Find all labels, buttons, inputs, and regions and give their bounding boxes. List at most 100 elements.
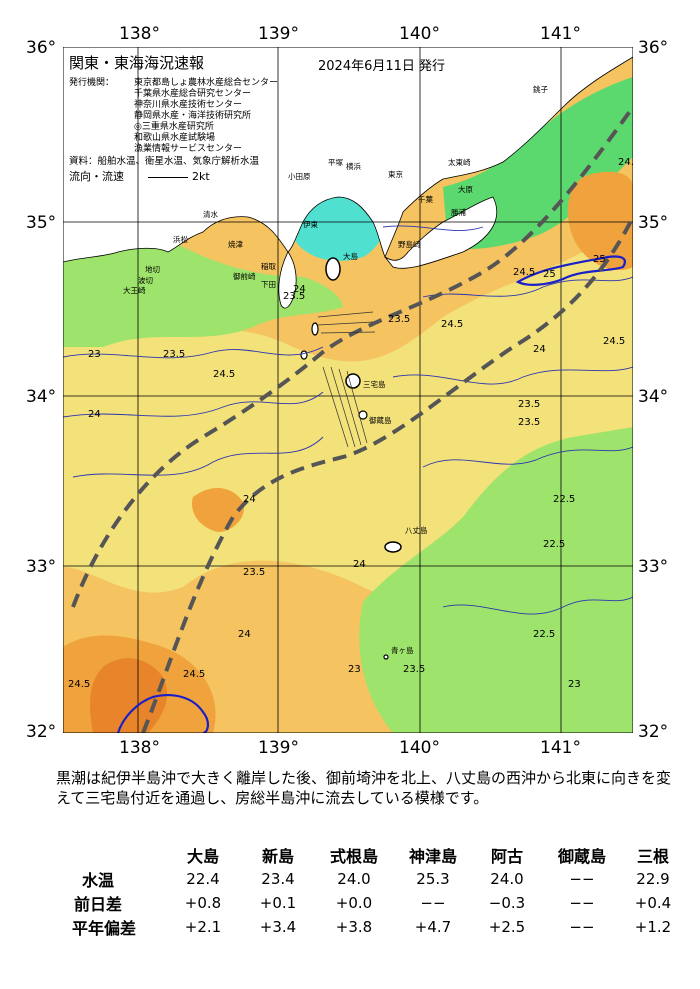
agencies-label: 発行機関： (69, 78, 115, 88)
flow-legend-arrow (148, 177, 188, 178)
place-name: 東京 (388, 169, 403, 179)
island-oshima (325, 257, 341, 281)
land-boso (384, 196, 498, 269)
table-cell: −− (569, 894, 595, 912)
place-name: 波切 (138, 275, 153, 285)
table-corner (72, 843, 164, 867)
contour-label: 22.5 (553, 494, 575, 505)
isotherms (63, 225, 633, 615)
place-name: 焼津 (228, 240, 243, 249)
contour-label: 22.5 (543, 539, 565, 550)
row-label: 平年偏差 (72, 919, 137, 938)
table-cell: 24.0 (337, 870, 371, 888)
table-cell: +0.8 (184, 894, 222, 912)
place-name: 銚子 (533, 84, 548, 94)
table-cell: 23.4 (261, 870, 295, 888)
contour-label: 24 (243, 494, 256, 505)
table-cell: +3.4 (259, 918, 297, 936)
contour-label: 23 (568, 679, 581, 690)
contour-label: 23.5 (388, 314, 410, 325)
contour-label: 24 (533, 344, 546, 355)
place-name: 大原 (458, 184, 473, 194)
table-cell: +0.1 (259, 894, 297, 912)
place-name: 大島 (343, 251, 358, 261)
table-cell: +1.2 (634, 918, 672, 936)
map-title: 関東・東海海況速報 (69, 54, 205, 72)
table-cell: +4.7 (414, 918, 452, 936)
place-name: 大王崎 (123, 285, 146, 295)
lon-label-top-141: 141° (540, 24, 581, 44)
col-header: 阿古 (490, 847, 523, 866)
contour-label: 23.5 (518, 399, 540, 410)
contour-label: 24 (353, 559, 366, 570)
contour-25-east (515, 255, 626, 286)
place-name: 稲取 (261, 261, 276, 271)
agency-7: 漁業情報サービスセンター (134, 144, 243, 154)
agency-6: 和歌山県水産試験場 (134, 133, 216, 143)
table-cell: +2.5 (488, 918, 526, 936)
lon-label-bottom-139: 139° (258, 738, 299, 758)
place-name: 御前崎 (233, 271, 256, 281)
contour-labels: 23.5 24 23.5 24.5 24 24.5 25 25 24.5 24.… (68, 157, 633, 690)
contour-label: 23 (348, 664, 361, 675)
kuroshio-axis (71, 105, 633, 733)
col-header: 式根島 (329, 847, 378, 866)
col-header: 三根 (636, 847, 669, 866)
table-cell: −− (569, 870, 595, 888)
table-cell: −− (569, 918, 595, 936)
contour-label: 23.5 (403, 664, 425, 675)
place-name: 浜松 (173, 234, 188, 244)
sea-southeast-green (359, 427, 633, 733)
place-name: 勝浦 (451, 207, 466, 217)
lat-label-left-36: 36° (26, 38, 57, 58)
lat-label-left-32: 32° (26, 722, 57, 742)
flow-arrows (317, 311, 376, 448)
island-hachijojima (384, 541, 402, 553)
sea-northwest-green (63, 226, 343, 347)
summary-text: 黒潮は紀伊半島沖で大きく離岸した後、御前埼沖を北上、八丈島の西沖から北東に向きを… (56, 769, 672, 807)
place-name: 横浜 (346, 161, 361, 171)
data-sources: 資料：船舶水温、衛星水温、気象庁解析水温 (69, 156, 260, 167)
table-cell: 24.0 (490, 870, 524, 888)
lat-label-right-34: 34° (638, 387, 669, 407)
place-name: 地切 (145, 264, 160, 274)
place-name: 下田 (261, 280, 276, 289)
contour-label: 23.5 (243, 567, 265, 578)
island-niijima (311, 322, 319, 336)
table-row: 水温 22.4 23.4 24.0 25.3 24.0 −− 22.9 (72, 867, 684, 891)
lat-label-right-36: 36° (638, 38, 669, 58)
place-name: 太東崎 (448, 157, 471, 167)
sea-temperature-map: 23.5 24 23.5 24.5 24 24.5 25 25 24.5 24.… (63, 47, 633, 733)
lat-label-left-33: 33° (26, 557, 57, 577)
island-kozushima (300, 350, 308, 360)
table-row: 前日差 +0.8 +0.1 +0.0 −− −0.3 −− +0.4 (72, 891, 684, 915)
table-cell: +0.4 (634, 894, 672, 912)
contour-25-south (116, 694, 209, 733)
place-name: 野島崎 (398, 239, 421, 249)
contour-label: 24 (293, 284, 306, 295)
lon-label-bottom-140: 140° (399, 738, 440, 758)
contour-label: 24 (88, 409, 101, 420)
agency-3: 神奈川県水産技術センター (134, 100, 243, 110)
grid-lines (63, 47, 633, 733)
table-row: 平年偏差 +2.1 +3.4 +3.8 +4.7 +2.5 −− +1.2 (72, 915, 684, 939)
place-name: 伊東 (303, 219, 318, 229)
col-header: 御蔵島 (557, 847, 606, 866)
table-cell: −− (420, 894, 446, 912)
col-header: 新島 (261, 847, 294, 866)
table-cell: +2.1 (184, 918, 222, 936)
sea-warm-patch-sw (90, 658, 168, 733)
col-header: 大島 (186, 847, 219, 866)
table-header-row: 大島 新島 式根島 神津島 阿古 御蔵島 三根 (72, 843, 684, 867)
contour-label: 22.5 (533, 629, 555, 640)
contour-label: 23.5 (283, 291, 305, 302)
place-name: 清水 (203, 209, 218, 219)
land-honshu (63, 47, 633, 263)
issue-date: 2024年6月11日 発行 (318, 59, 446, 74)
contour-label: 24 (238, 629, 251, 640)
contour-label: 24.5 (603, 336, 625, 347)
lon-label-top-139: 139° (258, 24, 299, 44)
contour-label: 23.5 (163, 349, 185, 360)
place-name: 八丈島 (405, 525, 428, 535)
lon-label-top-138: 138° (119, 24, 160, 44)
